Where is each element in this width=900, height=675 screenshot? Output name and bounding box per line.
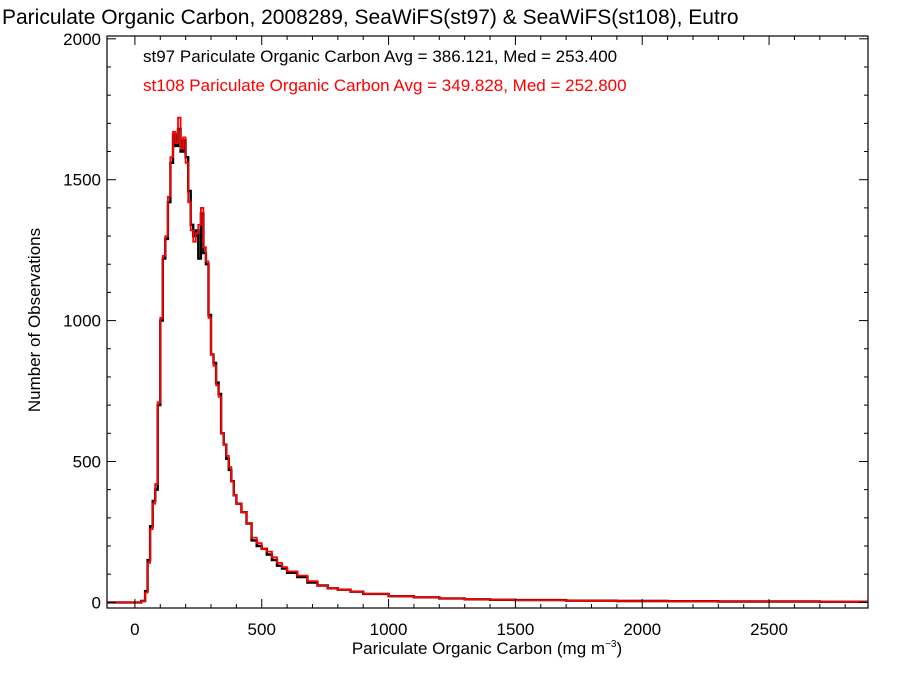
x-tick-label: 1000: [370, 620, 408, 639]
plot-frame: [106, 35, 869, 609]
y-tick-label: 1500: [63, 171, 101, 190]
x-tick-label: 500: [248, 620, 276, 639]
y-axis-label: Number of Observations: [25, 228, 44, 412]
legend-entry-st108: st108 Pariculate Organic Carbon Avg = 34…: [143, 76, 627, 95]
x-tick-label: 0: [130, 620, 139, 639]
x-axis-label: Pariculate Organic Carbon (mg m−3): [352, 639, 622, 658]
x-tick-label: 2500: [750, 620, 788, 639]
y-tick-label: 2000: [63, 30, 101, 49]
series-layer: [107, 116, 868, 604]
x-axis-label-close: ): [616, 639, 622, 658]
plot-area: [106, 35, 869, 609]
y-tick-label: 1000: [63, 312, 101, 331]
legend-entry-st97: st97 Pariculate Organic Carbon Avg = 386…: [143, 47, 617, 66]
series-line-st97: [107, 127, 868, 604]
x-tick-label: 2000: [623, 620, 661, 639]
x-axis-label-superscript: −3: [605, 639, 617, 650]
axis-ticks: 0 500 1000 1500 2000 2500 0 500 1000 1500 2000: [63, 30, 868, 639]
series-line-st108: [107, 116, 868, 604]
y-tick-label: 0: [92, 593, 101, 612]
y-tick-label: 500: [73, 452, 101, 471]
x-tick-label: 1500: [496, 620, 534, 639]
chart-title: Pariculate Organic Carbon, 2008289, SeaW…: [2, 6, 739, 29]
x-axis-label-text: Pariculate Organic Carbon (mg m: [352, 639, 605, 658]
